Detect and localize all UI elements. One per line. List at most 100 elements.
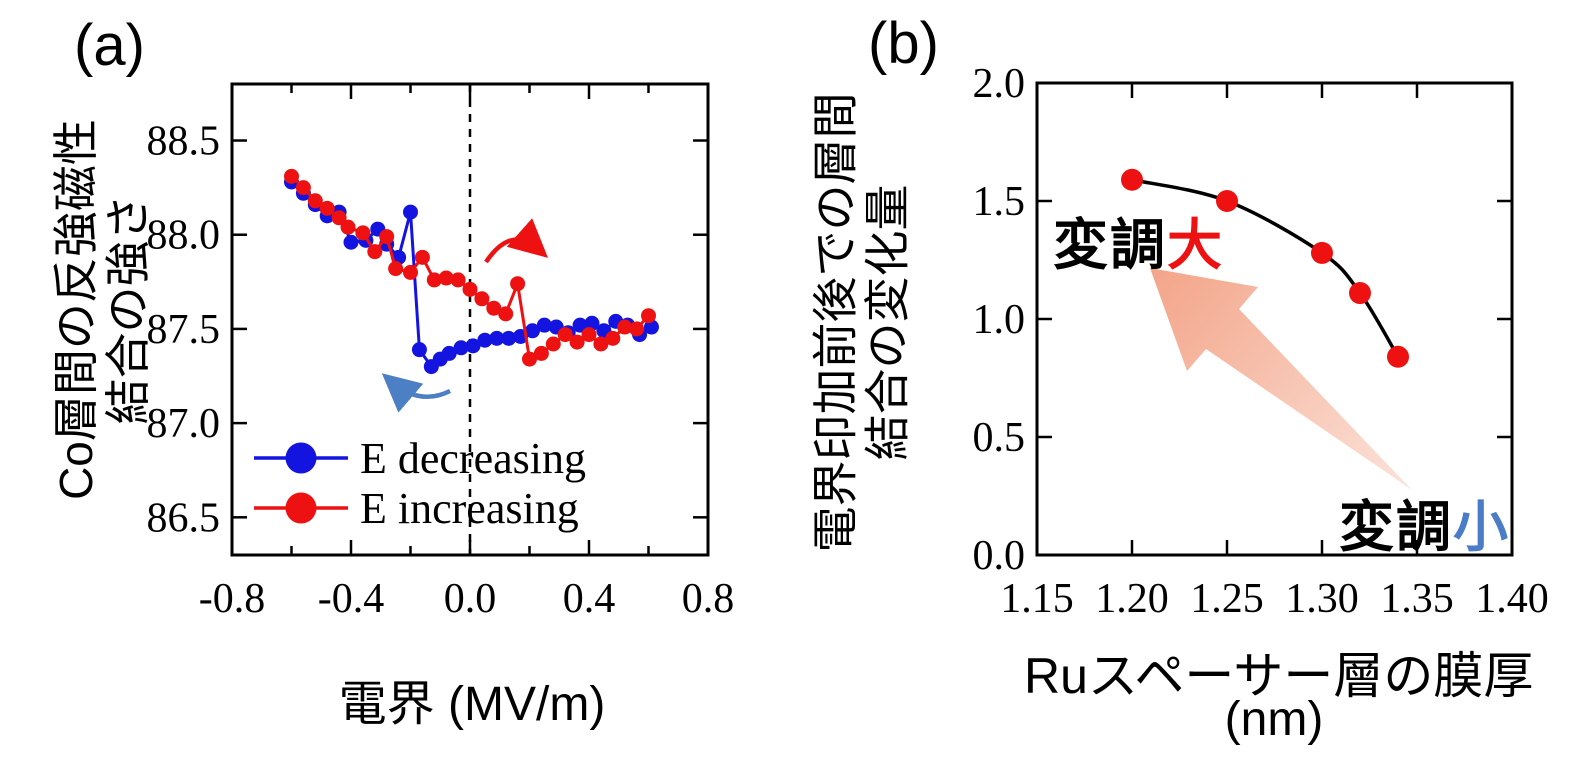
panel-a-y-axis-label: Co層間の反強磁性 結合の強さ (49, 119, 153, 501)
x-tick-label: 1.15 (1000, 576, 1074, 622)
panel-b-x-axis-label-line1: Ruスペーサー層の膜厚 (1024, 648, 1534, 704)
annotation-modulation-large: 変調大 (1053, 200, 1224, 280)
annotation-large-colored-text: 大 (1167, 214, 1225, 276)
panel-b-ylabel-line1: 電界印加前後での層間 (809, 93, 862, 553)
data-point (411, 342, 427, 358)
legend: E decreasing E increasing (254, 434, 586, 533)
legend-label-increasing: E increasing (360, 484, 579, 533)
data-point (462, 281, 478, 297)
data-point (307, 193, 323, 209)
y-tick-label: 87.0 (147, 401, 221, 447)
data-point (1311, 241, 1333, 264)
data-point (477, 332, 493, 348)
data-point (319, 200, 335, 216)
data-point (569, 334, 585, 350)
legend-marker-increasing-icon (285, 492, 317, 524)
panel-a-ylabel-line2: 結合の強さ (101, 195, 153, 425)
x-tick-label: 0.8 (682, 576, 735, 622)
data-point (641, 308, 656, 324)
data-point (295, 180, 311, 196)
data-point (1216, 190, 1238, 212)
panel-a-ylabel-wrap: Co層間の反強磁性 結合の強さ (0, 120, 332, 501)
data-point (498, 306, 514, 322)
data-point (643, 319, 659, 335)
data-point (438, 270, 454, 286)
x-tick-label: 0.0 (444, 576, 497, 622)
data-point (486, 300, 502, 316)
y-tick-label: 0.0 (973, 533, 1026, 579)
annotation-modulation-small: 変調小 (1339, 482, 1510, 562)
panel-a-ylabel-line1: Co層間の反強磁性 (49, 119, 102, 501)
data-point (524, 323, 540, 339)
data-point (367, 244, 383, 260)
data-point (474, 291, 490, 307)
data-point (403, 264, 418, 280)
x-tick-label: 1.20 (1095, 576, 1169, 622)
data-point (617, 319, 633, 335)
panel-b-ylabel-line2: 結合の変化量 (861, 185, 913, 461)
data-point (284, 168, 299, 184)
data-point (522, 351, 537, 367)
data-point (331, 210, 347, 226)
x-tick-label: 1.30 (1285, 576, 1359, 622)
x-tick-label: 0.4 (563, 576, 616, 622)
panel-a-x-axis-label: 電界 (MV/m) (338, 678, 606, 731)
data-point (1349, 282, 1371, 305)
y-tick-label: 88.5 (147, 119, 221, 165)
legend-label-decreasing: E decreasing (360, 434, 586, 483)
data-point (453, 340, 469, 356)
y-tick-label: 87.5 (147, 307, 221, 353)
x-tick-label: 1.40 (1475, 576, 1549, 622)
data-point (584, 315, 600, 331)
data-point (423, 359, 439, 375)
panel-b-ylabel-wrap: 電界印加前後での層間 結合の変化量 (622, 93, 1102, 553)
data-point (340, 219, 356, 235)
x-tick-label: -0.4 (318, 576, 385, 622)
panel-a-plot: -0.8 -0.4 0.0 0.4 0.8 88.5 88.0 87.5 87.0 86.5 (147, 82, 735, 622)
data-point (501, 330, 517, 346)
y-tick-label: 86.5 (147, 495, 221, 541)
annotation-large-black-text: 変調 (1053, 214, 1168, 276)
data-point (545, 336, 561, 352)
data-point (343, 234, 359, 250)
data-point (388, 261, 404, 277)
data-point (465, 338, 481, 354)
data-point (426, 272, 442, 288)
panel-b-x-axis-label-line2: (nm) (1224, 693, 1324, 746)
data-point (593, 336, 609, 352)
data-point (536, 317, 552, 333)
data-point (379, 229, 395, 245)
data-point (605, 330, 621, 346)
panel-b-y-axis-label: 電界印加前後での層間 結合の変化量 (809, 93, 913, 553)
data-point (510, 276, 526, 292)
modulation-trend-arrow (1150, 268, 1412, 490)
data-point (403, 204, 418, 220)
data-point (355, 225, 371, 241)
y-tick-label: 2.0 (973, 61, 1026, 107)
data-point (533, 345, 549, 361)
data-point (1121, 168, 1143, 191)
panel-b-plot: 1.15 1.20 1.25 1.30 1.35 1.40 2.0 1.5 1.0 0.5 0.0 (973, 61, 1549, 622)
data-point (489, 330, 505, 346)
annotation-small-black-text: 変調 (1338, 496, 1453, 558)
data-point (450, 272, 466, 288)
data-point (572, 317, 588, 333)
data-point (581, 327, 597, 343)
data-point (629, 321, 645, 337)
x-tick-label: -0.8 (199, 576, 266, 622)
data-point (1387, 345, 1409, 368)
increasing-sweep-arrow-icon (484, 218, 549, 264)
x-tick-label: 1.35 (1380, 576, 1454, 622)
x-tick-label: 1.25 (1190, 576, 1264, 622)
y-tick-label: 0.5 (973, 415, 1026, 461)
decreasing-sweep-arrow-icon (381, 373, 452, 413)
annotation-small-colored-text: 小 (1452, 496, 1510, 558)
y-tick-label: 88.0 (147, 213, 221, 259)
data-point (414, 249, 430, 265)
data-point (557, 327, 573, 343)
panel-letter-b: (b) (868, 11, 939, 76)
y-tick-label: 1.0 (973, 297, 1026, 343)
panel-letter-a: (a) (74, 13, 145, 78)
